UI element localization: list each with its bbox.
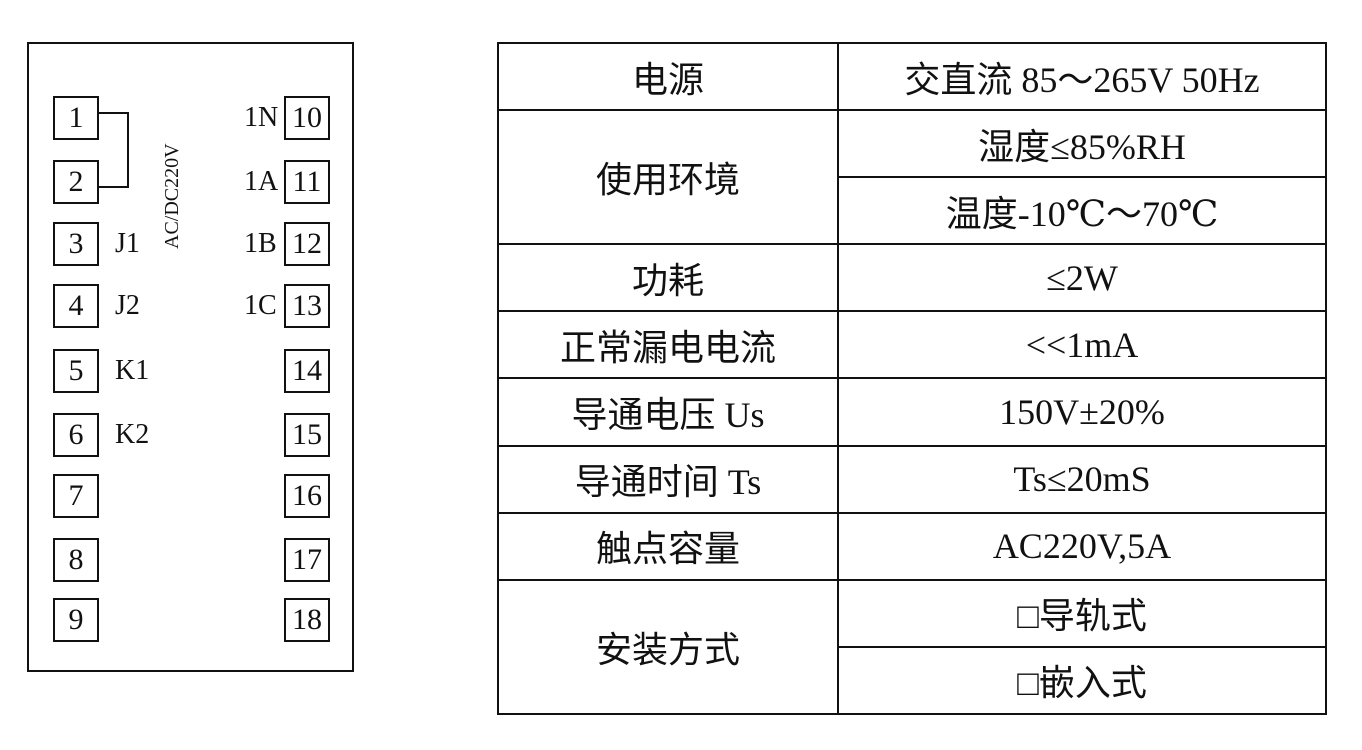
- table-row: 使用环境 湿度≤85%RH: [497, 109, 1327, 246]
- spec-value: ≤2W: [837, 243, 1327, 313]
- terminal-8: 8: [53, 538, 99, 582]
- spec-value: 湿度≤85%RH: [837, 109, 1327, 179]
- spec-value: 温度-10℃～70℃: [837, 176, 1327, 246]
- table-row: 导通时间 Ts Ts≤20mS: [497, 444, 1327, 514]
- terminal-12: 12: [284, 222, 330, 266]
- terminal-2: 2: [53, 160, 99, 204]
- table-row: 正常漏电电流 <<1mA: [497, 310, 1327, 380]
- spec-key: 功耗: [497, 243, 839, 313]
- terminal-10: 10: [284, 96, 330, 140]
- terminal-label: K1: [115, 355, 150, 386]
- spec-value: <<1mA: [837, 310, 1327, 380]
- spec-key: 触点容量: [497, 511, 839, 581]
- supply-label: AC/DC220V: [161, 143, 183, 249]
- terminal-label: J1: [115, 228, 140, 259]
- table-row: 温度-10℃～70℃: [498, 176, 1327, 246]
- table-row: 电源 交直流 85～265V 50Hz: [497, 41, 1327, 112]
- table-row: 安装方式 □导轨式: [497, 578, 1327, 716]
- terminal-label: 1A: [244, 166, 279, 197]
- spec-value: AC220V,5A: [837, 511, 1327, 581]
- spec-key: 导通时间 Ts: [497, 444, 839, 514]
- spec-value: □嵌入式: [837, 645, 1327, 716]
- supply-wire: [99, 112, 129, 188]
- spec-key: 安装方式: [497, 578, 839, 716]
- spec-value: 交直流 85～265V 50Hz: [837, 41, 1327, 112]
- spec-key: 电源: [497, 41, 839, 112]
- spec-key: 使用环境: [497, 109, 839, 246]
- terminal-18: 18: [284, 598, 330, 642]
- table-row: □嵌入式: [498, 645, 1327, 716]
- terminal-9: 9: [53, 598, 99, 642]
- terminal-14: 14: [284, 349, 330, 393]
- terminal-1: 1: [53, 96, 99, 140]
- terminal-6: 6: [53, 413, 99, 457]
- spec-value: 150V±20%: [837, 377, 1327, 447]
- spec-value: □导轨式: [837, 578, 1327, 648]
- terminal-15: 15: [284, 413, 330, 457]
- spec-table: 电源 交直流 85～265V 50Hz 使用环境 湿度≤85%RH 温度-10℃～70℃…: [497, 41, 1327, 716]
- spec-key: 正常漏电电流: [497, 310, 839, 380]
- terminal-label: J2: [115, 290, 140, 321]
- table-row: 功耗 ≤2W: [497, 243, 1327, 313]
- terminal-13: 13: [284, 284, 330, 328]
- spec-key: 导通电压 Us: [497, 377, 839, 447]
- terminal-label: K2: [115, 419, 150, 450]
- terminal-label: 1N: [244, 102, 279, 133]
- terminal-label: 1C: [244, 290, 277, 321]
- terminal-label: 1B: [244, 228, 277, 259]
- table-row: 触点容量 AC220V,5A: [497, 511, 1327, 581]
- terminal-5: 5: [53, 349, 99, 393]
- terminal-3: 3: [53, 222, 99, 266]
- terminal-4: 4: [53, 284, 99, 328]
- spec-value: Ts≤20mS: [837, 444, 1327, 514]
- terminal-16: 16: [284, 474, 330, 518]
- terminal-11: 11: [284, 160, 330, 204]
- table-row: 导通电压 Us 150V±20%: [497, 377, 1327, 447]
- terminal-7: 7: [53, 474, 99, 518]
- terminal-diagram: AC/DC220V 1 2 3 J1 4 J2 5 K1 6 K2 7 8 9 10 1N 11 1A 12 1B 1…: [27, 42, 354, 672]
- terminal-17: 17: [284, 538, 330, 582]
